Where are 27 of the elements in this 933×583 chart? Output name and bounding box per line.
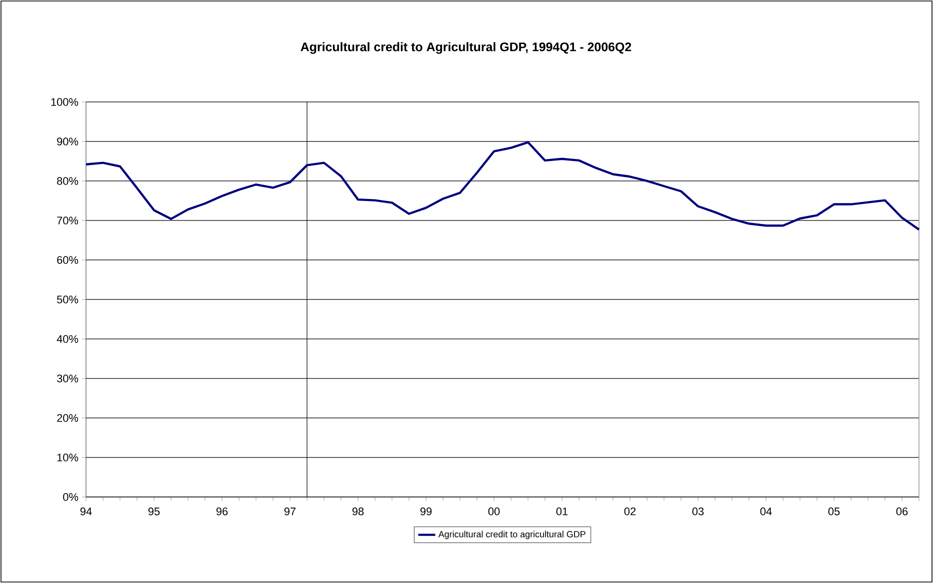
- y-tick-label: 60%: [57, 256, 78, 264]
- y-tick-label: 40%: [56, 335, 78, 343]
- y-tick-label: 100%: [51, 98, 78, 106]
- y-tick-label: 30%: [56, 374, 78, 382]
- x-tick-label: 97: [284, 508, 296, 516]
- y-tick-label: 70%: [57, 216, 78, 224]
- x-tick-label: 96: [216, 508, 228, 516]
- x-tick-label: 99: [420, 508, 432, 516]
- x-tick-label: 05: [828, 508, 840, 516]
- y-tick-label: 20%: [57, 414, 78, 422]
- x-tick-label: 03: [692, 508, 704, 516]
- y-tick-label: 50%: [57, 296, 78, 304]
- x-tick-label: 04: [760, 508, 772, 516]
- legend-label: Agricultural credit to agricultural GDP: [438, 530, 586, 540]
- x-tick-label: 94: [80, 508, 92, 516]
- x-tick-label: 98: [352, 508, 364, 516]
- y-tick-label: 80%: [57, 177, 78, 185]
- x-tick-label: 00: [488, 508, 500, 516]
- chart-title: Agricultural credit to Agricultural GDP, 1994Q1 - 2006Q2: [300, 42, 632, 54]
- x-tick-label: 95: [148, 508, 160, 516]
- y-tick-label: 10%: [57, 454, 78, 462]
- x-tick-label: 02: [624, 508, 636, 516]
- line-series: [84, 141, 920, 231]
- x-tick-label: 06: [896, 508, 908, 516]
- y-tick-label: 0%: [63, 493, 78, 501]
- x-tick-label: 01: [556, 508, 568, 516]
- y-tick-label: 90%: [57, 138, 78, 146]
